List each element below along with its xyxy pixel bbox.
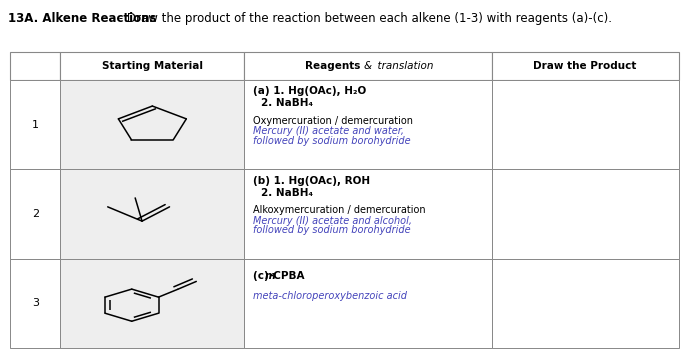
Text: 2. NaBH₄: 2. NaBH₄ [262, 98, 313, 108]
Text: Draw the Product: Draw the Product [534, 61, 637, 71]
Text: -CPBA: -CPBA [270, 271, 305, 281]
Text: &  translation: & translation [365, 61, 434, 71]
Text: - Draw the product of the reaction between each alkene (1-3) with reagents (a)-(: - Draw the product of the reaction betwe… [115, 12, 611, 25]
Text: 1: 1 [32, 120, 39, 130]
Bar [245, 169, 492, 259]
Text: 3: 3 [32, 298, 39, 308]
Text: Reagents: Reagents [306, 61, 365, 71]
Bar [492, 259, 679, 348]
Bar [10, 80, 60, 169]
Text: 2: 2 [32, 209, 39, 219]
Text: meta-chloroperoxybenzoic acid: meta-chloroperoxybenzoic acid [253, 291, 407, 301]
Text: 2. NaBH₄: 2. NaBH₄ [262, 187, 313, 197]
Text: (a) 1. Hg(OAc), H₂O: (a) 1. Hg(OAc), H₂O [253, 86, 365, 96]
Bar [10, 169, 60, 259]
Text: (b) 1. Hg(OAc), ROH: (b) 1. Hg(OAc), ROH [253, 176, 370, 186]
Bar [492, 169, 679, 259]
Bar [60, 80, 245, 169]
Bar [60, 52, 245, 80]
Text: Starting Material: Starting Material [102, 61, 203, 71]
Bar [492, 52, 679, 80]
Bar [245, 259, 492, 348]
Bar [245, 80, 492, 169]
Text: Mercury (II) acetate and alcohol,: Mercury (II) acetate and alcohol, [253, 216, 412, 226]
Text: followed by sodium borohydride: followed by sodium borohydride [253, 225, 410, 235]
Text: m: m [265, 271, 275, 281]
Text: 13A. Alkene Reactions: 13A. Alkene Reactions [8, 12, 157, 25]
Text: Mercury (II) acetate and water,: Mercury (II) acetate and water, [253, 126, 403, 136]
Bar [245, 52, 492, 80]
Text: Alkoxymercuration / demercuration: Alkoxymercuration / demercuration [253, 205, 425, 215]
Bar [10, 52, 60, 80]
Bar [60, 169, 245, 259]
Text: Oxymercuration / demercuration: Oxymercuration / demercuration [253, 116, 412, 126]
Bar [10, 259, 60, 348]
Text: followed by sodium borohydride: followed by sodium borohydride [253, 136, 410, 146]
Bar [60, 259, 245, 348]
Text: (c): (c) [253, 271, 272, 281]
Bar [492, 80, 679, 169]
